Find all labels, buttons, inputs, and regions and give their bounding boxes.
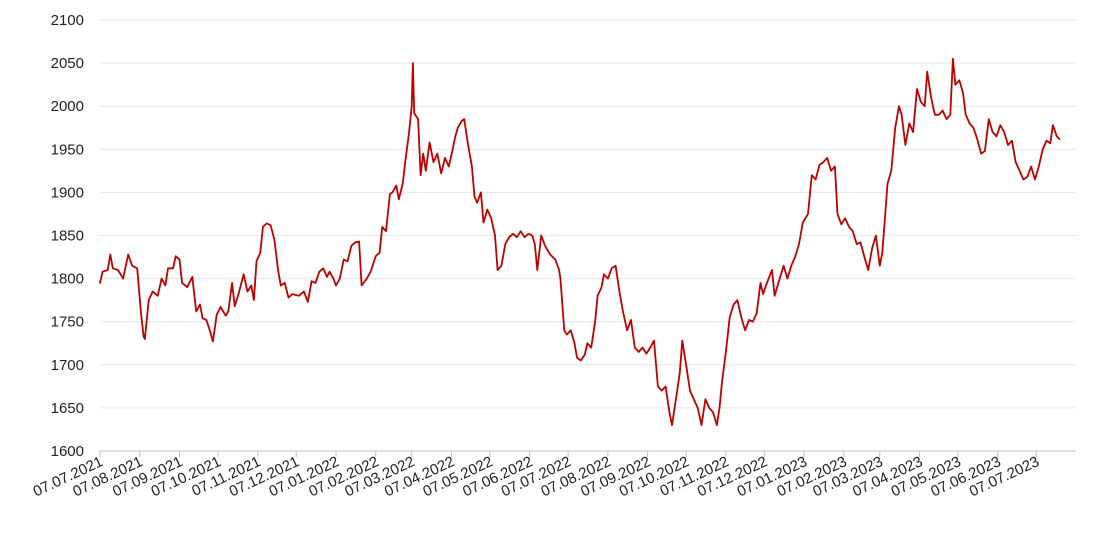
y-tick-label: 1700 — [51, 357, 84, 374]
y-tick-label: 1650 — [51, 400, 84, 417]
y-tick-label: 1950 — [51, 141, 84, 158]
y-tick-label: 1900 — [51, 184, 84, 201]
series-layer — [99, 57, 1061, 426]
y-tick-label: 2000 — [51, 98, 84, 115]
y-axis-tick-labels: 1600 1650 1700 1750 1800 1850 1900 1950 2000 2050… — [51, 12, 84, 460]
axes — [99, 450, 1076, 457]
y-tick-label: 1600 — [51, 443, 84, 460]
y-tick-label: 2050 — [51, 55, 84, 72]
y-tick-label: 1750 — [51, 314, 84, 331]
series-line — [99, 57, 1061, 426]
y-tick-label: 1850 — [51, 228, 84, 245]
x-axis-tick-labels: 07.07.202107.08.202107.09.202107.10.2021… — [30, 453, 1041, 500]
y-tick-label: 1800 — [51, 271, 84, 288]
grid-lines — [100, 19, 1076, 409]
y-tick-label: 2100 — [51, 12, 84, 29]
